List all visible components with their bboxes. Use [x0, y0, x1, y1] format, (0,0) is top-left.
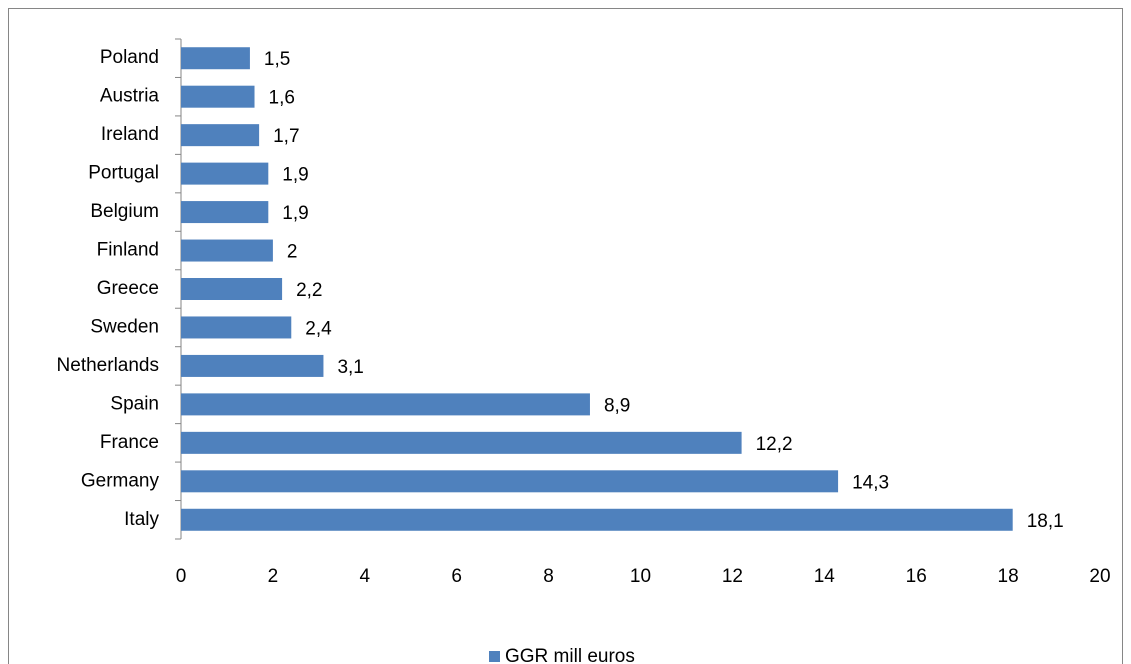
x-tick-label: 6	[451, 566, 462, 587]
y-tick-label: Poland	[100, 47, 159, 68]
y-tick-label: Ireland	[101, 124, 159, 145]
data-label: 14,3	[852, 472, 889, 493]
x-tick-label: 14	[814, 566, 836, 587]
y-tick-label: Germany	[81, 470, 160, 491]
data-label: 1,9	[282, 203, 308, 224]
legend-swatch	[489, 651, 500, 662]
bar	[181, 201, 269, 224]
x-tick-label: 8	[543, 566, 554, 587]
data-label: 2,2	[296, 280, 322, 301]
x-tick-label: 0	[176, 566, 187, 587]
bar	[181, 124, 260, 147]
bar	[181, 508, 1013, 531]
bar	[181, 239, 273, 262]
y-tick-label: Austria	[100, 86, 160, 107]
x-tick-label: 16	[906, 566, 927, 587]
data-label: 1,5	[264, 49, 290, 70]
data-label: 1,9	[282, 165, 308, 186]
y-tick-label: Portugal	[88, 163, 159, 184]
y-tick-label: Greece	[97, 278, 159, 299]
x-tick-label: 18	[998, 566, 1019, 587]
y-tick-label: Belgium	[90, 201, 159, 222]
y-tick-label: Netherlands	[57, 355, 159, 376]
x-tick-label: 10	[630, 566, 651, 587]
data-label: 2	[287, 242, 298, 263]
bar	[181, 47, 250, 70]
y-tick-label: Finland	[97, 240, 159, 261]
data-label: 1,6	[269, 88, 295, 109]
data-label: 3,1	[337, 357, 363, 378]
data-label: 18,1	[1027, 511, 1064, 532]
legend-label: GGR mill euros	[505, 646, 635, 664]
bar	[181, 354, 324, 377]
data-label: 2,4	[305, 318, 332, 339]
data-label: 1,7	[273, 126, 299, 147]
bar	[181, 162, 269, 185]
x-tick-label: 4	[360, 566, 371, 587]
x-tick-label: 20	[1089, 566, 1110, 587]
data-label: 12,2	[756, 434, 793, 455]
bar	[181, 393, 590, 416]
bar	[181, 470, 839, 493]
y-tick-label: Spain	[110, 393, 159, 414]
y-tick-label: Italy	[124, 509, 159, 530]
bar	[181, 278, 283, 300]
y-tick-label: France	[100, 432, 159, 453]
bar	[181, 85, 255, 108]
y-tick-label: Sweden	[90, 316, 159, 337]
x-tick-label: 2	[268, 566, 279, 587]
bar	[181, 316, 292, 339]
data-label: 8,9	[604, 395, 630, 416]
x-tick-label: 12	[722, 566, 743, 587]
chart-border	[8, 8, 1123, 664]
bar	[181, 431, 742, 454]
